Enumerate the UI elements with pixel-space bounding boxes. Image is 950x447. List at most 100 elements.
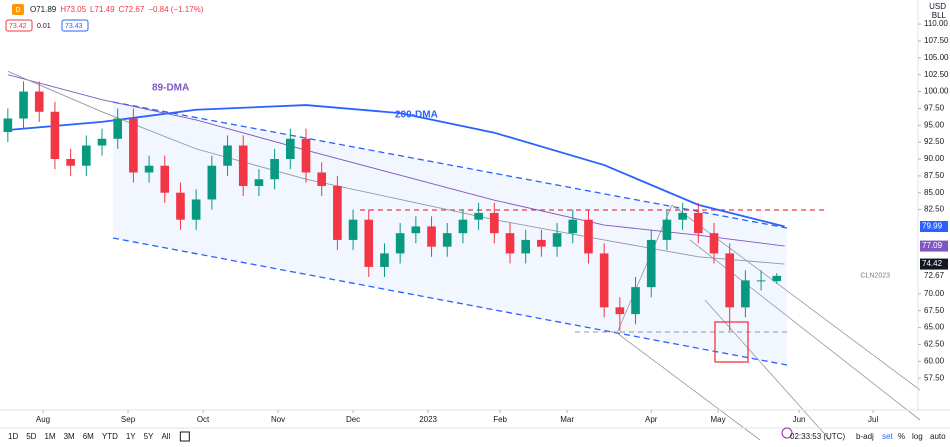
x-tick-label: Apr — [645, 415, 658, 424]
channel-lower — [112, 237, 788, 366]
y-tick-label: 62.50 — [924, 340, 945, 349]
range-button[interactable]: 1Y — [126, 432, 136, 441]
unit: BLL — [932, 11, 947, 20]
candle-body — [364, 219, 374, 267]
candle-body — [19, 91, 28, 119]
interval: D — [15, 7, 20, 14]
last-price-name: CLN2023 — [860, 273, 890, 280]
y-tick-label: 82.50 — [924, 205, 945, 214]
candle-body — [442, 233, 452, 247]
candle-body — [772, 275, 782, 282]
range-button[interactable]: 3M — [64, 432, 75, 441]
ohlc-value: −0.84 (−1.17%) — [148, 5, 203, 14]
range-button[interactable]: 5Y — [144, 432, 154, 441]
candle-body — [537, 239, 546, 247]
y-tick-label: 107.50 — [924, 36, 949, 45]
y-tick-label: 110.00 — [924, 19, 948, 28]
candle-body — [678, 212, 687, 220]
currency: USD — [929, 2, 946, 11]
legend-value: 0.01 — [37, 23, 51, 30]
candle-body — [97, 138, 107, 146]
x-tick-label: Mar — [560, 415, 574, 424]
y-tick-label: 100.00 — [924, 87, 949, 96]
option-button[interactable]: set — [882, 432, 893, 441]
candle-body — [160, 165, 170, 193]
candle-body — [144, 165, 154, 173]
candle-body — [238, 145, 248, 186]
price-badge-label: 77.09 — [922, 241, 943, 250]
y-tick-label: 65.00 — [924, 323, 945, 332]
range-button[interactable]: 6M — [83, 432, 94, 441]
pitchfork-tine — [616, 332, 761, 441]
y-tick-label: 105.00 — [924, 53, 949, 62]
x-tick-label: Dec — [346, 415, 360, 424]
y-tick-label: 102.50 — [924, 70, 949, 79]
range-button[interactable]: All — [161, 432, 170, 441]
clock: 02:33:53 (UTC) — [790, 432, 845, 441]
y-tick-label: 95.00 — [924, 120, 945, 129]
candle-body — [380, 253, 389, 267]
candle-body — [411, 226, 421, 234]
ohlc-value: L71.49 — [90, 5, 115, 14]
legend-value: 73.42 — [9, 23, 27, 30]
candle-body — [3, 118, 13, 133]
highlight-box — [714, 321, 749, 363]
range-button[interactable]: 1D — [8, 432, 18, 441]
x-tick-label: Aug — [36, 415, 50, 424]
candle-body — [552, 233, 562, 247]
x-tick-label: Feb — [493, 415, 507, 424]
price-badge-label: 74.42 — [922, 259, 943, 268]
x-tick-label: Jul — [868, 415, 878, 424]
x-tick-label: 2023 — [419, 415, 437, 424]
y-tick-label: 97.50 — [924, 104, 945, 113]
ohlc-value: O71.89 — [30, 5, 57, 14]
candle-body — [631, 287, 640, 315]
candle-body — [301, 138, 311, 173]
candle-body — [113, 118, 123, 139]
ohlc-value: C72.67 — [119, 5, 145, 14]
candle-body — [458, 219, 468, 234]
option-button[interactable]: b-adj — [856, 432, 874, 441]
candle-body — [427, 226, 436, 247]
candle-body — [615, 307, 625, 315]
date-range-icon[interactable] — [179, 431, 190, 442]
x-tick-label: May — [711, 415, 726, 424]
price-badge — [920, 258, 948, 270]
pitchfork-tine — [704, 299, 831, 441]
candle-body — [646, 239, 656, 288]
annotation: 89-DMA — [152, 83, 189, 94]
range-button[interactable]: 5D — [26, 432, 36, 441]
events-icon[interactable] — [781, 427, 793, 439]
annotation: 200-DMA — [395, 110, 438, 121]
candle-body — [176, 192, 185, 220]
candle-body — [474, 212, 483, 220]
candle-body — [129, 118, 138, 173]
candle-body — [584, 219, 593, 254]
y-tick-label: 67.50 — [924, 306, 945, 315]
candle-body — [207, 165, 217, 200]
candle-body — [505, 233, 515, 254]
candle-body — [270, 158, 279, 180]
y-tick-label: 92.50 — [924, 137, 945, 146]
range-button[interactable]: YTD — [102, 432, 118, 441]
legend-value: 73.43 — [65, 23, 83, 30]
x-tick-label: Nov — [271, 415, 285, 424]
candle-body — [34, 91, 44, 112]
candle-body — [348, 219, 358, 240]
candle-body — [50, 111, 60, 159]
y-tick-label: 60.00 — [924, 356, 945, 365]
candle-body — [756, 280, 766, 282]
y-tick-label: 90.00 — [924, 154, 945, 163]
option-button[interactable]: log — [912, 432, 923, 441]
ohlc-value: H73.05 — [60, 5, 86, 14]
range-button[interactable]: 1M — [44, 432, 55, 441]
candle-body — [489, 212, 499, 234]
option-button[interactable]: % — [898, 432, 905, 441]
price-badge — [920, 220, 948, 232]
option-button[interactable]: auto — [930, 432, 946, 441]
last-price: 72.67 — [924, 271, 945, 280]
candle-body — [191, 199, 201, 220]
candle-body — [725, 253, 735, 308]
symbol-badge — [12, 4, 24, 15]
